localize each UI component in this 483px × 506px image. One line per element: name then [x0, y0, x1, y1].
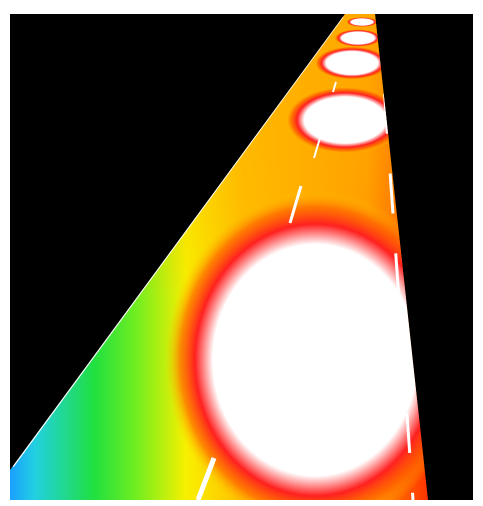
light-pool	[165, 190, 428, 500]
lane-dash	[313, 137, 321, 159]
light-pool	[346, 17, 378, 27]
lane-dash	[195, 457, 217, 500]
light-pool	[334, 29, 382, 47]
light-pool	[314, 46, 390, 80]
lane-dash	[288, 185, 303, 224]
light-pool	[285, 86, 405, 154]
lane-dash	[332, 81, 337, 93]
